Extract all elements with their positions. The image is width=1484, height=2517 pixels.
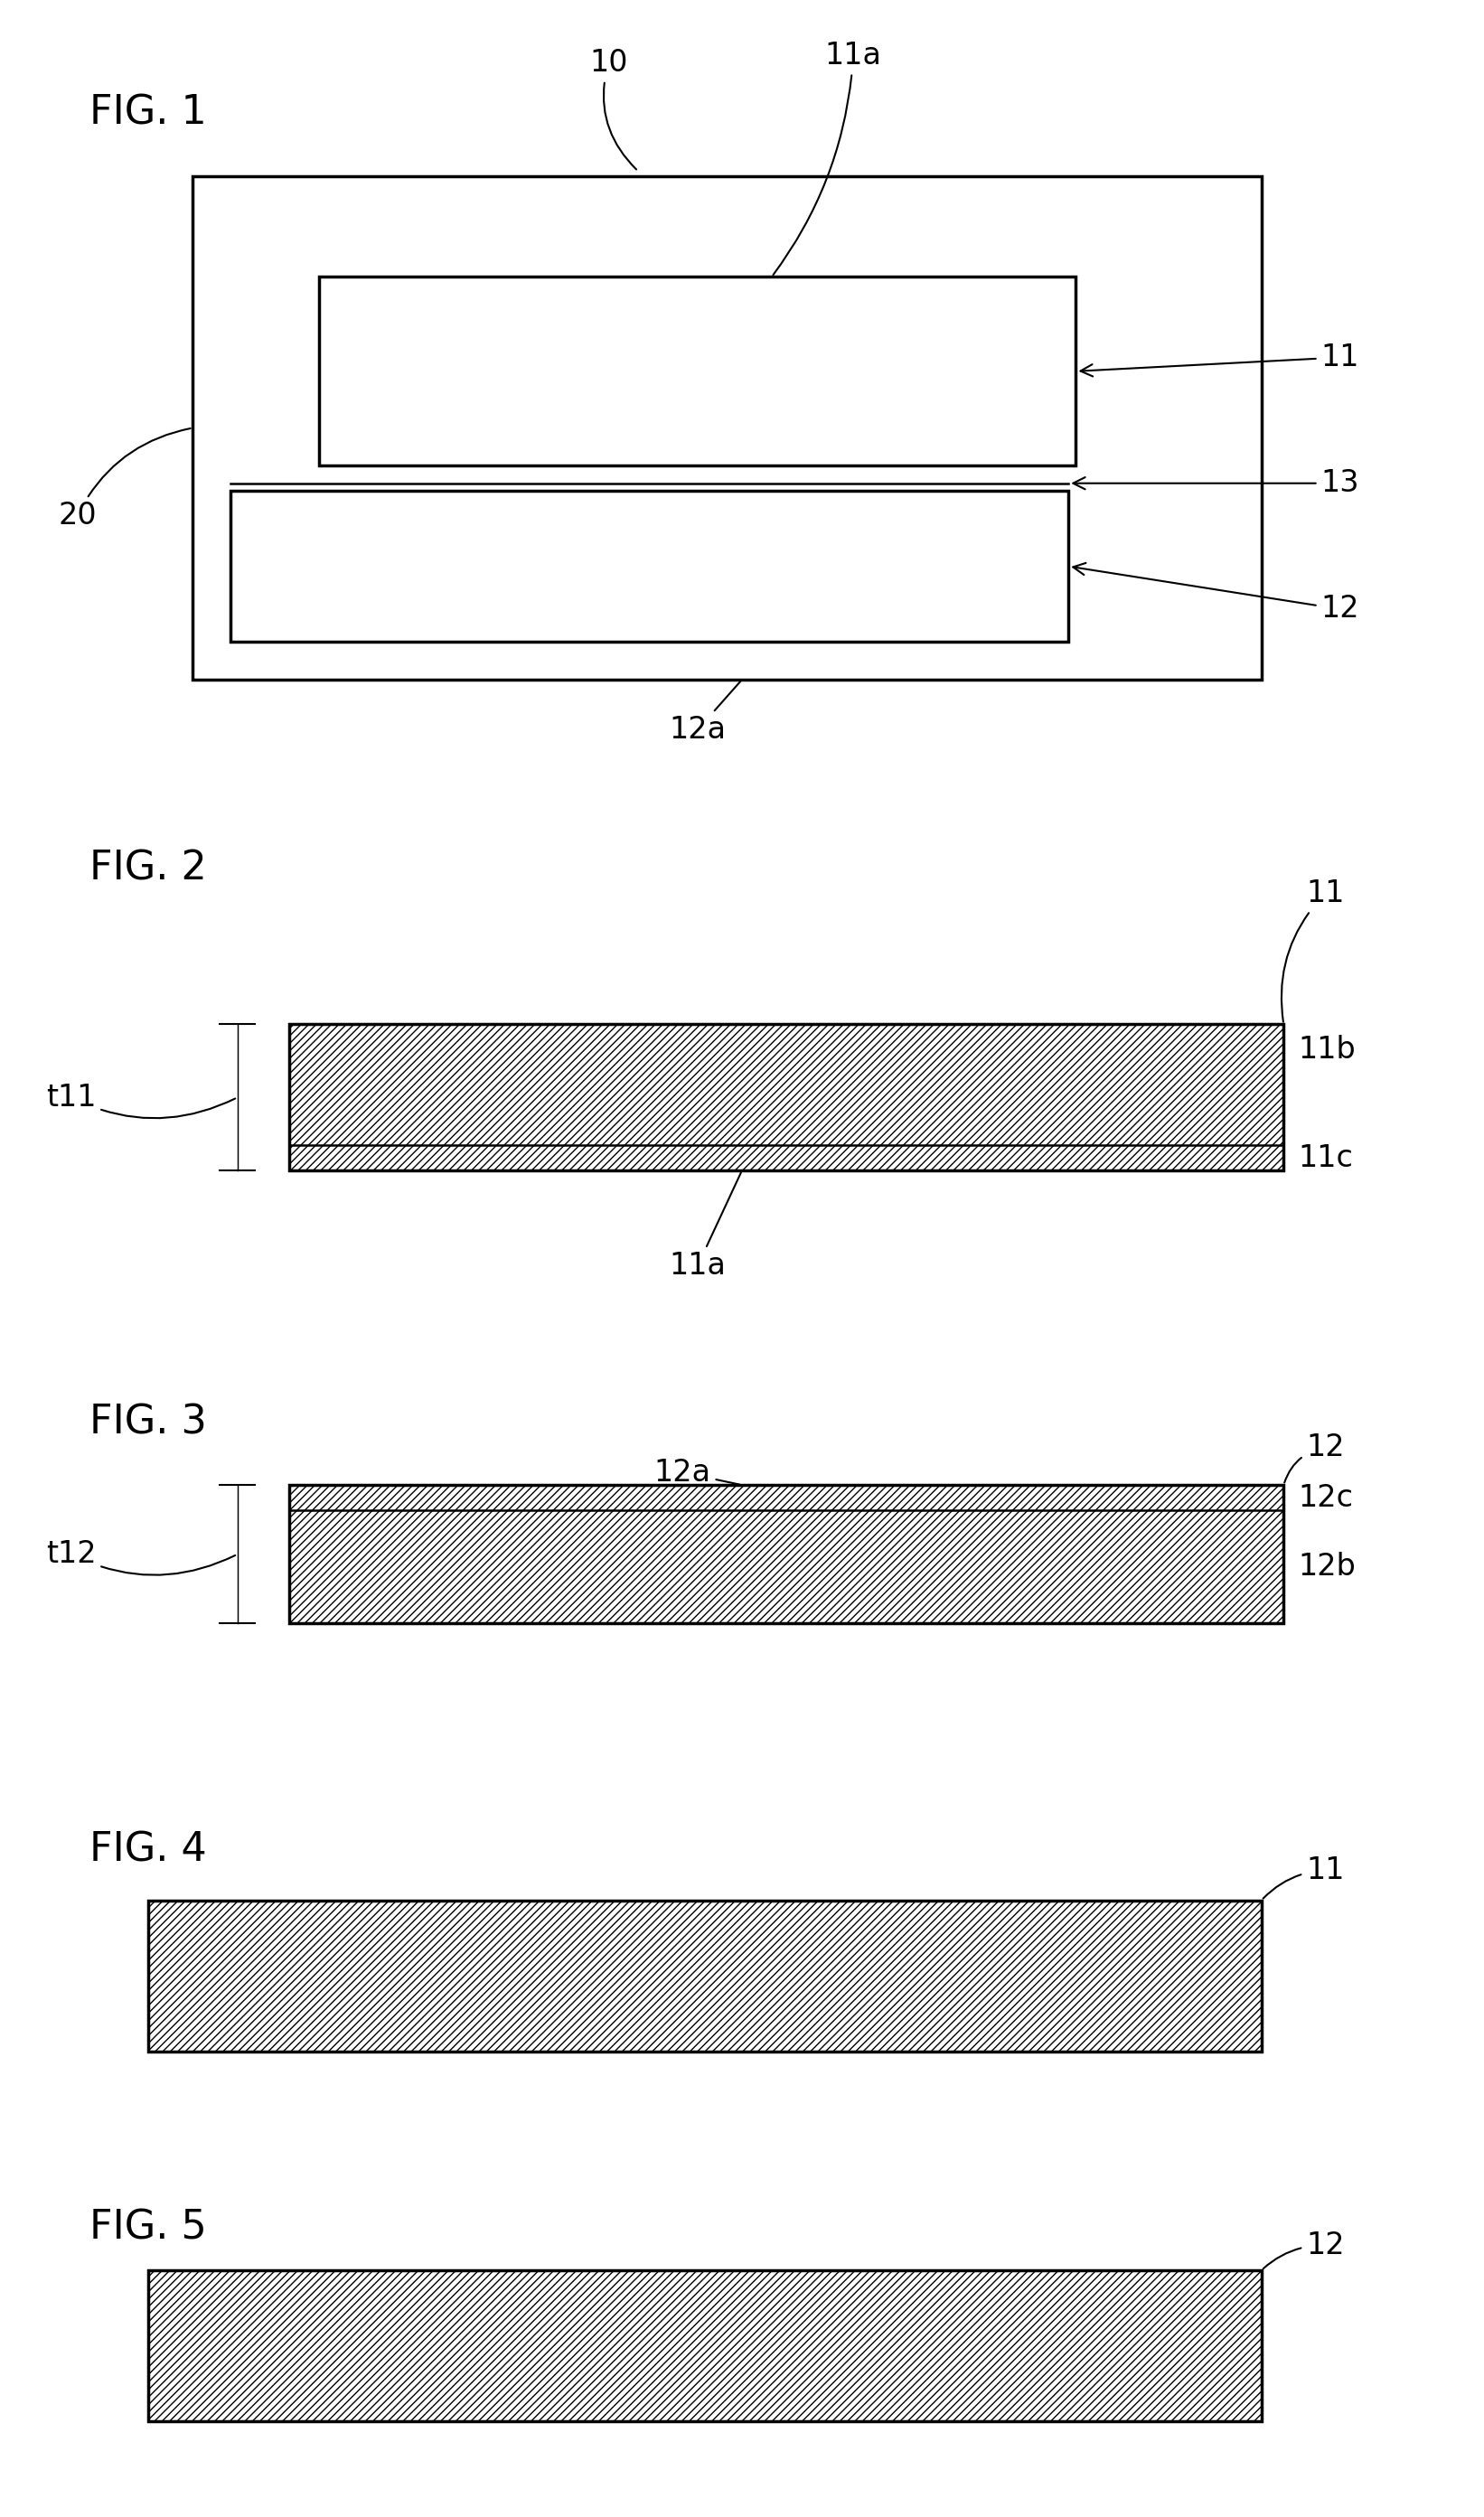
Text: FIG. 3: FIG. 3 — [89, 1402, 206, 1442]
Bar — [193, 176, 1261, 680]
Bar — [289, 1485, 1284, 1623]
Text: 11a: 11a — [669, 1173, 741, 1281]
Text: 10: 10 — [589, 48, 637, 169]
Text: 12a: 12a — [669, 682, 741, 745]
Text: 11: 11 — [1263, 1855, 1345, 1898]
Text: 12c: 12c — [1298, 1483, 1353, 1513]
Text: 11: 11 — [1080, 342, 1359, 378]
Text: 12: 12 — [1263, 2230, 1345, 2268]
Text: t12: t12 — [46, 1540, 234, 1576]
Text: 11c: 11c — [1298, 1143, 1353, 1173]
Text: 11b: 11b — [1298, 1034, 1356, 1065]
Text: FIG. 1: FIG. 1 — [89, 93, 206, 133]
Text: 12a: 12a — [654, 1457, 739, 1488]
Bar — [230, 491, 1068, 642]
Bar — [289, 1024, 1284, 1170]
Text: 11a: 11a — [773, 40, 881, 274]
Text: 20: 20 — [58, 428, 190, 531]
Bar — [148, 1900, 1261, 2051]
Text: 12: 12 — [1285, 1432, 1345, 1483]
Text: 11: 11 — [1282, 878, 1345, 1022]
Text: 13: 13 — [1073, 468, 1359, 498]
Text: 12: 12 — [1073, 564, 1359, 624]
Text: FIG. 5: FIG. 5 — [89, 2207, 206, 2248]
Text: 12b: 12b — [1298, 1553, 1356, 1581]
Bar — [319, 277, 1076, 466]
Bar — [148, 2270, 1261, 2421]
Text: FIG. 4: FIG. 4 — [89, 1830, 206, 1870]
Text: FIG. 2: FIG. 2 — [89, 848, 206, 889]
Text: t11: t11 — [46, 1082, 234, 1118]
